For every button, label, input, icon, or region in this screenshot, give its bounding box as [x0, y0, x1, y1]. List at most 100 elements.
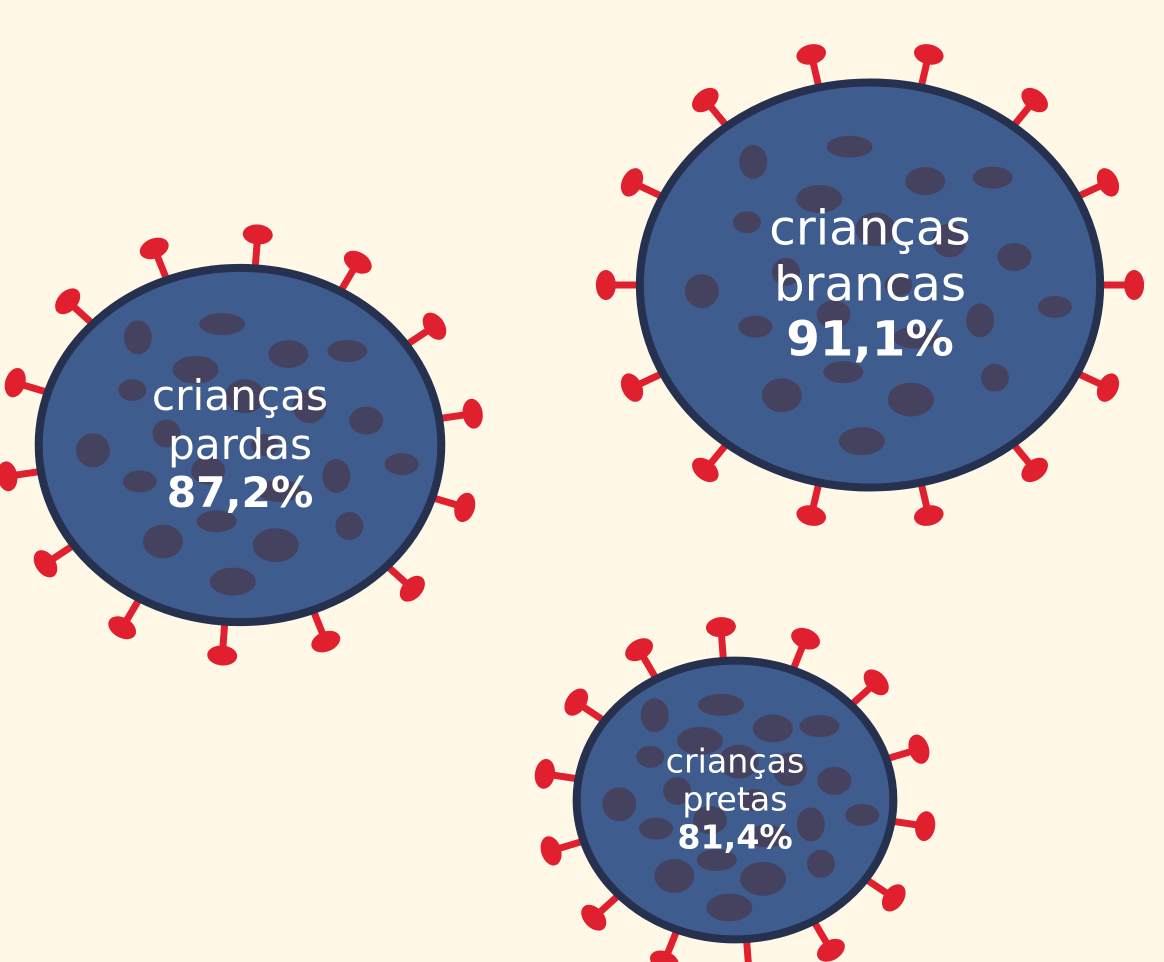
spike-head — [863, 669, 889, 696]
spot — [322, 458, 351, 493]
spike-head — [108, 616, 137, 640]
spike-head — [692, 87, 719, 113]
spike-head — [422, 312, 447, 340]
spot — [268, 340, 309, 369]
spike-head — [462, 398, 483, 429]
spike-head — [399, 575, 425, 602]
spike-head — [620, 168, 644, 197]
spike-head — [908, 734, 930, 764]
spot — [855, 212, 896, 247]
spike-head — [816, 938, 845, 962]
spot — [654, 858, 695, 893]
spot — [199, 313, 246, 336]
spike-head — [692, 457, 719, 483]
label: crianças brancas 91,1% — [749, 200, 991, 369]
label: crianças pardas 87,2% — [134, 371, 345, 518]
category-label: crianças pardas — [151, 371, 329, 469]
value-label: 81,4% — [677, 818, 793, 858]
spike-head — [1021, 87, 1048, 113]
spot — [142, 524, 183, 559]
spike-head — [913, 44, 944, 65]
spot — [1037, 295, 1072, 318]
spike-head — [139, 237, 169, 260]
spike-head — [881, 884, 906, 912]
spot — [753, 714, 794, 743]
spot — [191, 456, 226, 485]
spot — [224, 379, 265, 414]
spike-head — [55, 288, 81, 315]
spot — [257, 479, 304, 502]
spot — [327, 340, 368, 363]
spot — [838, 427, 885, 456]
spike-head — [4, 367, 26, 398]
spot — [739, 144, 768, 179]
spot — [692, 806, 727, 835]
spot — [799, 715, 840, 738]
spot — [887, 382, 934, 417]
spot — [118, 379, 147, 402]
spot — [816, 300, 851, 329]
spike-head — [207, 645, 238, 666]
category-label: crianças brancas — [769, 200, 971, 313]
spike-head — [564, 688, 589, 716]
spot — [209, 567, 256, 596]
spot — [250, 434, 279, 456]
spike-head — [915, 811, 936, 842]
spike-head — [1096, 168, 1120, 197]
spot — [743, 825, 790, 848]
spot — [639, 817, 674, 840]
spike-head — [534, 758, 555, 789]
spot — [740, 789, 769, 811]
spot — [75, 433, 110, 468]
value-label: 91,1% — [786, 311, 954, 368]
spot — [761, 378, 802, 413]
spike-head — [796, 44, 827, 65]
spot — [826, 135, 873, 158]
spot — [335, 512, 364, 541]
spot — [384, 453, 419, 476]
spike-head — [705, 617, 736, 638]
spike-head — [791, 627, 820, 650]
virus — [534, 617, 936, 962]
spike-head — [343, 250, 372, 274]
spike-head — [796, 505, 827, 526]
spike-head — [620, 373, 644, 402]
spot — [684, 274, 719, 309]
spike-head — [1021, 457, 1048, 483]
spike-head — [650, 950, 679, 962]
spot — [677, 726, 724, 755]
spike-head — [1096, 373, 1120, 402]
spot — [663, 776, 692, 805]
spot — [196, 510, 237, 533]
spot — [845, 804, 880, 827]
spot — [292, 389, 327, 424]
spike-head — [581, 904, 607, 931]
spot — [697, 693, 744, 716]
virus — [595, 44, 1145, 526]
spot — [602, 787, 637, 822]
spot — [892, 326, 939, 349]
spike-head — [311, 630, 341, 653]
spike-head — [454, 492, 476, 523]
spot — [696, 848, 737, 871]
spot — [966, 303, 995, 338]
spike-head — [242, 224, 273, 245]
spot — [905, 167, 946, 196]
category-label: crianças pretas — [665, 741, 805, 819]
spot — [738, 315, 773, 338]
spot — [152, 419, 181, 448]
spot — [817, 766, 852, 795]
spot — [640, 698, 669, 733]
spot — [123, 320, 152, 355]
spike-head — [625, 638, 654, 662]
spot — [796, 807, 825, 842]
spot — [823, 361, 864, 384]
spot — [122, 470, 157, 493]
spot — [972, 166, 1013, 189]
spot — [932, 223, 967, 258]
spot — [252, 528, 299, 563]
spot — [636, 745, 665, 768]
spot — [772, 752, 807, 787]
virus — [0, 224, 483, 666]
